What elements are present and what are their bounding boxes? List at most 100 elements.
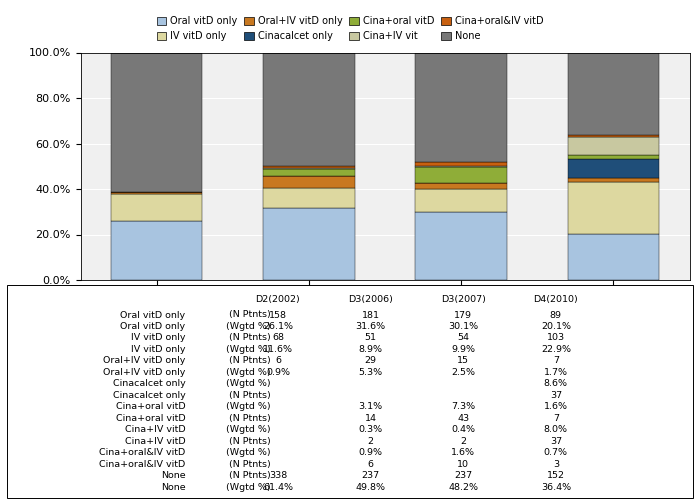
- Bar: [568, 136, 659, 137]
- Text: 179: 179: [454, 310, 472, 320]
- Text: (Wgtd %): (Wgtd %): [227, 425, 271, 434]
- Bar: [263, 168, 354, 169]
- Bar: [111, 192, 202, 194]
- Text: (Wgtd %): (Wgtd %): [227, 380, 271, 388]
- Text: D2(2002): D2(2002): [256, 294, 300, 304]
- Text: D3(2007): D3(2007): [441, 294, 486, 304]
- Text: 8.6%: 8.6%: [544, 380, 568, 388]
- Bar: [568, 158, 659, 178]
- Text: 3: 3: [553, 460, 559, 468]
- Text: IV vitD only: IV vitD only: [131, 334, 186, 342]
- Text: Cina+IV vitD: Cina+IV vitD: [125, 425, 186, 434]
- Text: None: None: [161, 471, 186, 480]
- Text: IV vitD only: IV vitD only: [131, 345, 186, 354]
- Text: 14: 14: [365, 414, 377, 423]
- Text: Cina+oral vitD: Cina+oral vitD: [116, 402, 186, 411]
- Text: (Wgtd %): (Wgtd %): [227, 368, 271, 377]
- Text: Cina+IV vitD: Cina+IV vitD: [125, 436, 186, 446]
- Text: 48.2%: 48.2%: [448, 482, 478, 492]
- Text: (Wgtd %): (Wgtd %): [227, 448, 271, 457]
- Text: 54: 54: [457, 334, 469, 342]
- Text: 2: 2: [460, 436, 466, 446]
- Text: 29: 29: [365, 356, 377, 366]
- Text: Cina+oral&IV vitD: Cina+oral&IV vitD: [99, 460, 186, 468]
- Text: (Wgtd %): (Wgtd %): [227, 482, 271, 492]
- Bar: [263, 208, 354, 280]
- Text: Cinacalcet only: Cinacalcet only: [113, 380, 186, 388]
- Text: D3(2006): D3(2006): [348, 294, 393, 304]
- Text: 7: 7: [553, 414, 559, 423]
- Text: (Wgtd %): (Wgtd %): [227, 345, 271, 354]
- Bar: [416, 184, 507, 189]
- Text: D4(2010): D4(2010): [533, 294, 578, 304]
- Text: 30.1%: 30.1%: [448, 322, 478, 331]
- Text: (N Ptnts): (N Ptnts): [230, 356, 271, 366]
- Text: 7: 7: [553, 356, 559, 366]
- Text: 6: 6: [368, 460, 374, 468]
- Text: 20.1%: 20.1%: [541, 322, 570, 331]
- Text: 0.3%: 0.3%: [358, 425, 383, 434]
- Text: 2.5%: 2.5%: [452, 368, 475, 377]
- Bar: [568, 52, 659, 136]
- Bar: [111, 220, 202, 280]
- Text: 8.0%: 8.0%: [544, 425, 568, 434]
- Text: None: None: [161, 482, 186, 492]
- Bar: [263, 52, 354, 166]
- Bar: [111, 52, 202, 192]
- Text: Cina+oral&IV vitD: Cina+oral&IV vitD: [99, 448, 186, 457]
- Text: (N Ptnts): (N Ptnts): [230, 414, 271, 423]
- Text: 338: 338: [269, 471, 287, 480]
- Text: 10: 10: [457, 460, 469, 468]
- Text: 8.9%: 8.9%: [358, 345, 383, 354]
- Text: 61.4%: 61.4%: [263, 482, 293, 492]
- Text: 158: 158: [269, 310, 287, 320]
- Text: 9.9%: 9.9%: [452, 345, 475, 354]
- Text: 43: 43: [457, 414, 469, 423]
- Bar: [263, 169, 354, 176]
- Text: Cina+oral vitD: Cina+oral vitD: [116, 414, 186, 423]
- Text: 49.8%: 49.8%: [356, 482, 386, 492]
- Text: 237: 237: [454, 471, 472, 480]
- Bar: [263, 176, 354, 188]
- Text: 103: 103: [547, 334, 565, 342]
- Text: 51: 51: [365, 334, 377, 342]
- Text: (N Ptnts): (N Ptnts): [230, 460, 271, 468]
- Text: Cinacalcet only: Cinacalcet only: [113, 391, 186, 400]
- Text: (N Ptnts): (N Ptnts): [230, 391, 271, 400]
- Text: 0.9%: 0.9%: [358, 448, 383, 457]
- Text: Oral vitD only: Oral vitD only: [120, 310, 186, 320]
- Text: 1.7%: 1.7%: [544, 368, 568, 377]
- Text: (N Ptnts): (N Ptnts): [230, 310, 271, 320]
- Bar: [263, 188, 354, 208]
- FancyBboxPatch shape: [7, 285, 693, 498]
- Text: 22.9%: 22.9%: [541, 345, 570, 354]
- Bar: [111, 194, 202, 220]
- Text: 36.4%: 36.4%: [540, 482, 571, 492]
- Bar: [416, 52, 507, 162]
- Text: 152: 152: [547, 471, 565, 480]
- Text: 2: 2: [368, 436, 374, 446]
- Text: 37: 37: [550, 391, 562, 400]
- Text: 0.4%: 0.4%: [452, 425, 475, 434]
- Bar: [568, 137, 659, 155]
- Text: Oral+IV vitD only: Oral+IV vitD only: [103, 356, 186, 366]
- Text: 6: 6: [275, 356, 281, 366]
- Bar: [416, 189, 507, 212]
- Text: 5.3%: 5.3%: [358, 368, 383, 377]
- Text: Oral vitD only: Oral vitD only: [120, 322, 186, 331]
- Text: 3.1%: 3.1%: [358, 402, 383, 411]
- Text: (Wgtd %): (Wgtd %): [227, 402, 271, 411]
- Text: 26.1%: 26.1%: [263, 322, 293, 331]
- Bar: [568, 155, 659, 158]
- Text: 1.6%: 1.6%: [452, 448, 475, 457]
- Text: 7.3%: 7.3%: [451, 402, 475, 411]
- Text: 181: 181: [362, 310, 379, 320]
- Text: 37: 37: [550, 436, 562, 446]
- Bar: [568, 182, 659, 234]
- Text: (Wgtd %): (Wgtd %): [227, 322, 271, 331]
- Text: 89: 89: [550, 310, 562, 320]
- Text: 1.6%: 1.6%: [544, 402, 568, 411]
- Bar: [263, 166, 354, 168]
- Text: Oral+IV vitD only: Oral+IV vitD only: [103, 368, 186, 377]
- Bar: [568, 234, 659, 280]
